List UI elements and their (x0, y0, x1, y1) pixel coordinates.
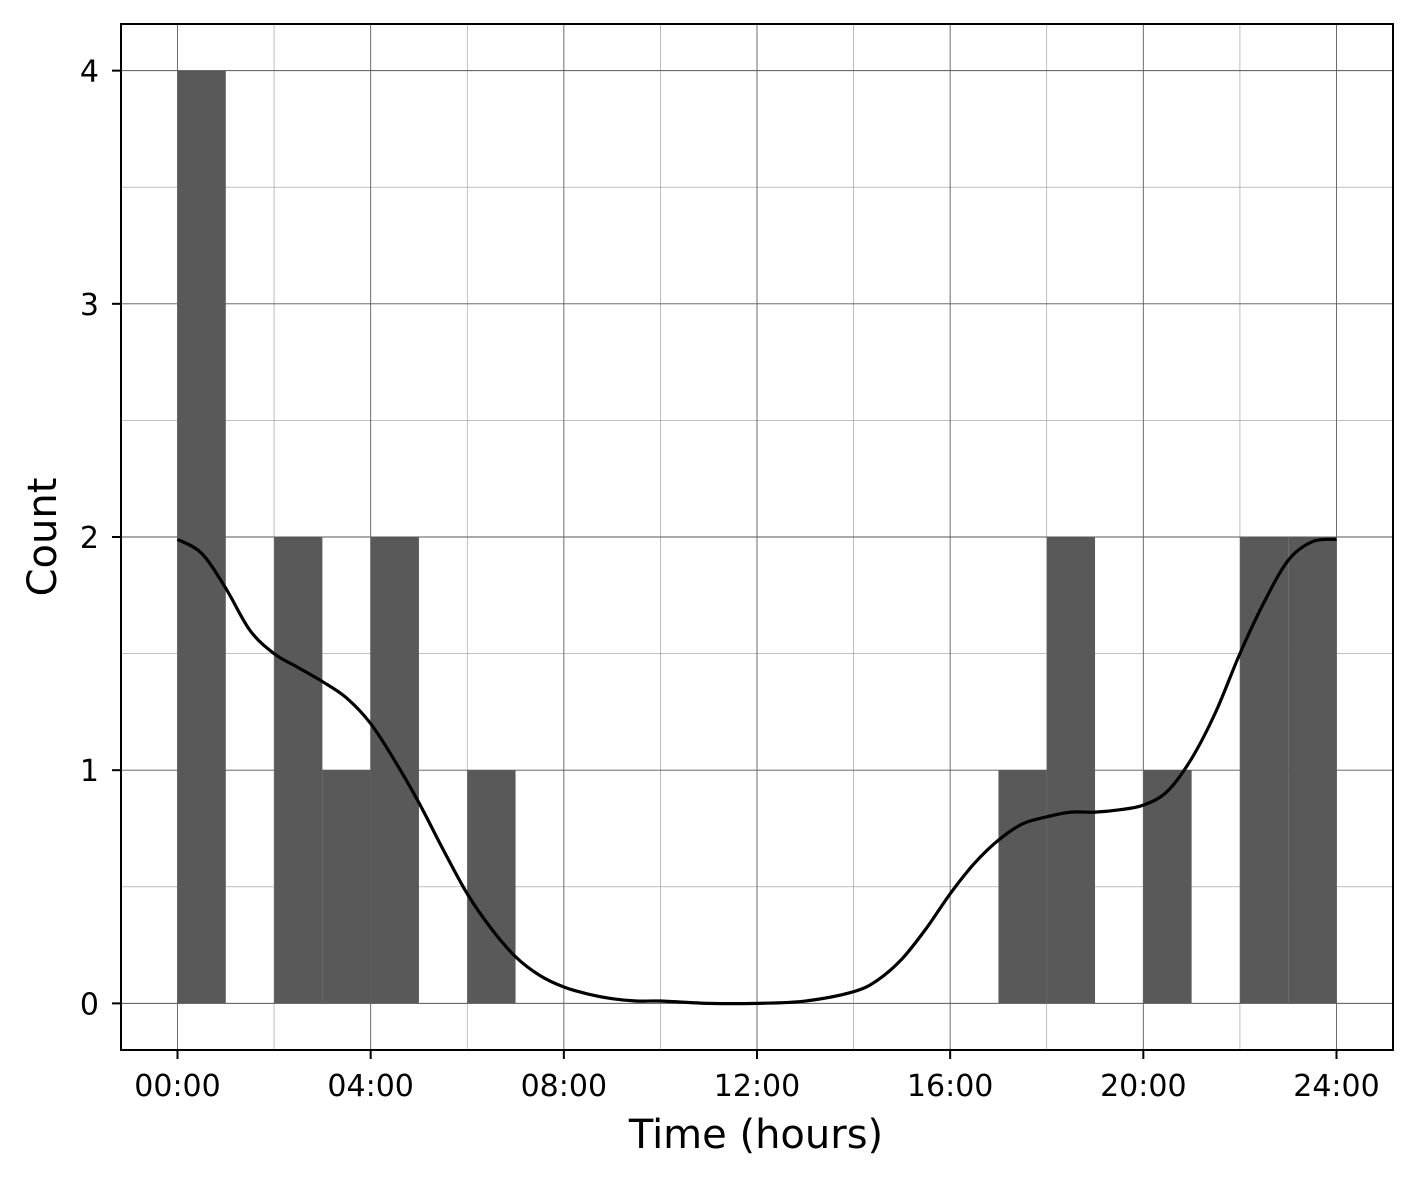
y-tick-label: 4 (80, 55, 99, 90)
histogram-bar (467, 770, 516, 1004)
x-tick-label: 16:00 (907, 1069, 993, 1104)
histogram-bar (177, 70, 226, 1004)
histogram-bar (1046, 537, 1096, 1004)
histogram-bar (1288, 537, 1337, 1004)
y-tick-label: 3 (80, 288, 99, 323)
histogram-bar (274, 537, 323, 1004)
y-tick-label: 1 (80, 754, 99, 789)
x-axis-title: Time (hours) (628, 1112, 883, 1158)
histogram-bar (1239, 537, 1289, 1004)
y-tick-label: 0 (80, 987, 99, 1022)
histogram-bar (1143, 770, 1192, 1004)
histogram-bars (177, 24, 1337, 1050)
y-axis-title: Count (20, 478, 66, 597)
histogram-bar (322, 770, 371, 1004)
histogram-bar (998, 770, 1047, 1004)
density-curve (176, 537, 1337, 1006)
density-curve-layer (176, 537, 1337, 1006)
x-tick-label: 00:00 (134, 1069, 220, 1104)
x-tick-label: 20:00 (1100, 1069, 1186, 1104)
x-tick-label: 04:00 (327, 1069, 413, 1104)
x-tick-label: 24:00 (1293, 1069, 1379, 1104)
x-tick-label: 08:00 (521, 1069, 607, 1104)
histogram-bar (370, 537, 419, 1004)
axis-ticks: 00:00 04:00 08:00 12:00 16:00 20:00 24:00 0 1 2 3 4 (80, 55, 1380, 1104)
y-tick-label: 2 (80, 521, 99, 556)
x-tick-label: 12:00 (714, 1069, 800, 1104)
